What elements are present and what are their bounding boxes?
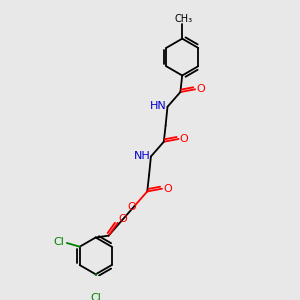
Text: Cl: Cl — [90, 293, 101, 300]
Text: O: O — [163, 184, 172, 194]
Text: HN: HN — [150, 101, 166, 111]
Text: Cl: Cl — [53, 237, 64, 247]
Text: O: O — [180, 134, 188, 144]
Text: CH₃: CH₃ — [174, 14, 192, 24]
Text: O: O — [196, 84, 205, 94]
Text: O: O — [118, 214, 127, 224]
Text: NH: NH — [134, 152, 151, 161]
Text: O: O — [127, 202, 136, 212]
